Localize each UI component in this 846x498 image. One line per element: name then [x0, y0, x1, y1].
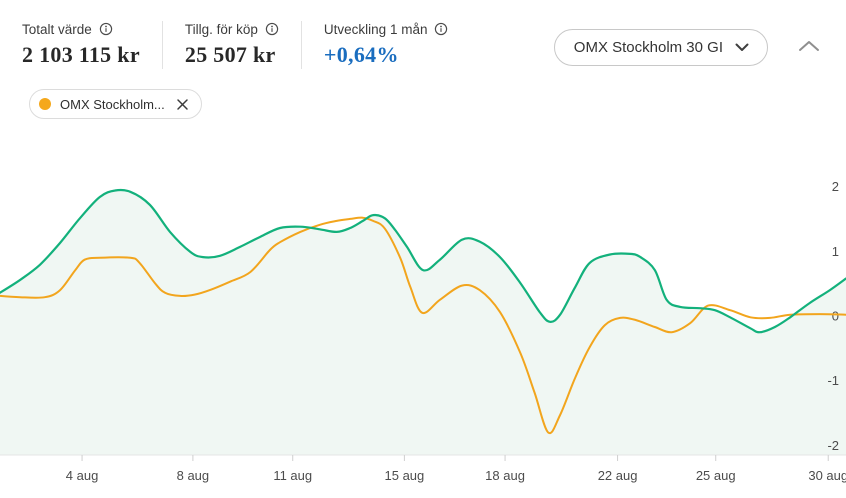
info-icon[interactable]: [265, 22, 279, 36]
stat-buying-power-label: Tillg. för köp: [184, 21, 258, 37]
stat-buying-power: Tillg. för köp 25 507 kr: [185, 20, 301, 69]
stat-buying-power-amount: 25 507 kr: [184, 42, 276, 67]
x-axis-label: 11 aug: [273, 468, 312, 483]
comparison-chip-row: OMX Stockholm...: [29, 89, 202, 119]
x-axis-label: 8 aug: [177, 468, 210, 483]
stat-total-value-label: Totalt värde: [22, 21, 92, 37]
stat-development-value: +0,64%: [323, 42, 399, 67]
development-area-fill: [0, 189, 846, 455]
remove-chip-icon[interactable]: [176, 98, 189, 111]
comparison-chip-label: OMX Stockholm...: [60, 96, 165, 112]
chevron-down-icon: [735, 43, 749, 52]
summary-header: Totalt värde 2 103 115 kr Tillg. för köp…: [0, 0, 846, 86]
x-axis-label: 15 aug: [385, 468, 425, 483]
stat-total-value-amount: 2 103 115 kr: [22, 42, 140, 67]
comparison-chip[interactable]: OMX Stockholm...: [29, 89, 202, 119]
index-dropdown[interactable]: OMX Stockholm 30 GI: [553, 29, 768, 66]
benchmark-line: [0, 216, 846, 435]
divider: [300, 21, 302, 69]
info-icon[interactable]: [99, 22, 113, 36]
divider: [161, 21, 163, 69]
x-axis-label: 4 aug: [66, 468, 99, 483]
stat-development: Utveckling 1 mån +0,64%: [324, 20, 471, 69]
index-dropdown-label: OMX Stockholm 30 GI: [573, 39, 723, 56]
info-icon[interactable]: [434, 22, 448, 36]
stat-development-label: Utveckling 1 mån: [323, 21, 428, 37]
y-axis-label: 0: [832, 309, 839, 324]
x-axis-label: 25 aug: [696, 468, 736, 483]
stat-total-value: Totalt värde 2 103 115 kr: [22, 20, 162, 69]
collapse-chart-button[interactable]: [796, 38, 822, 57]
y-axis-label: -2: [827, 438, 839, 453]
x-axis-label: 18 aug: [485, 468, 525, 483]
header-controls: OMX Stockholm 30 GI: [553, 20, 822, 66]
chart-canvas[interactable]: 4 aug 8 aug 11 aug 15 aug 18 aug 22 aug 25 aug…: [0, 130, 846, 498]
chevron-up-icon: [798, 40, 820, 52]
x-axis-label: 22 aug: [598, 468, 638, 483]
y-axis-label: 2: [832, 179, 839, 194]
performance-chart: 4 aug 8 aug 11 aug 15 aug 18 aug 22 aug 25 aug…: [0, 130, 846, 498]
development-line: [0, 188, 846, 334]
series-color-dot: [39, 98, 51, 110]
summary-stats: Totalt värde 2 103 115 kr Tillg. för köp…: [22, 20, 470, 69]
y-axis-label: -1: [827, 373, 839, 388]
x-axis-label: 30 aug: [808, 468, 846, 483]
y-axis-label: 1: [832, 244, 839, 259]
